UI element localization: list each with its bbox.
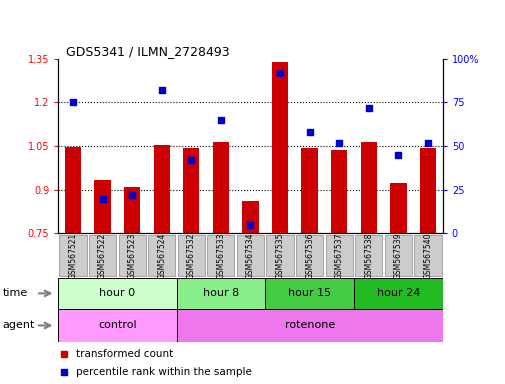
- Text: GSM567535: GSM567535: [275, 232, 284, 279]
- Bar: [212, 142, 229, 233]
- FancyBboxPatch shape: [354, 278, 442, 309]
- Bar: [154, 145, 170, 233]
- Text: transformed count: transformed count: [76, 349, 173, 359]
- Bar: [183, 148, 199, 233]
- Bar: [419, 148, 435, 233]
- Text: percentile rank within the sample: percentile rank within the sample: [76, 367, 251, 377]
- Text: GSM567539: GSM567539: [393, 232, 402, 279]
- Text: hour 8: hour 8: [203, 288, 238, 298]
- Point: [275, 70, 283, 76]
- FancyBboxPatch shape: [176, 309, 442, 342]
- FancyBboxPatch shape: [176, 278, 265, 309]
- Text: GSM567523: GSM567523: [127, 232, 136, 279]
- Point: [334, 139, 342, 146]
- Point: [246, 222, 254, 228]
- Text: hour 24: hour 24: [376, 288, 419, 298]
- Text: rotenone: rotenone: [284, 320, 334, 331]
- Point: [158, 87, 166, 93]
- Point: [364, 104, 372, 111]
- Text: agent: agent: [3, 320, 35, 331]
- Point: [393, 152, 401, 158]
- Text: GSM567524: GSM567524: [157, 232, 166, 279]
- FancyBboxPatch shape: [59, 235, 86, 276]
- Point: [128, 192, 136, 198]
- FancyBboxPatch shape: [236, 235, 264, 276]
- Text: GSM567538: GSM567538: [364, 232, 373, 279]
- Bar: [301, 148, 317, 233]
- Point: [98, 195, 107, 202]
- Text: GSM567533: GSM567533: [216, 232, 225, 279]
- Bar: [65, 147, 81, 233]
- Bar: [330, 150, 346, 233]
- Point: [305, 129, 313, 135]
- FancyBboxPatch shape: [118, 235, 145, 276]
- Text: time: time: [3, 288, 28, 298]
- Text: control: control: [98, 320, 136, 331]
- Bar: [360, 142, 376, 233]
- Text: GSM567536: GSM567536: [305, 232, 314, 279]
- FancyBboxPatch shape: [265, 278, 354, 309]
- Point: [60, 369, 68, 375]
- FancyBboxPatch shape: [148, 235, 175, 276]
- FancyBboxPatch shape: [58, 278, 176, 309]
- Text: GSM567537: GSM567537: [334, 232, 343, 279]
- FancyBboxPatch shape: [58, 309, 176, 342]
- FancyBboxPatch shape: [295, 235, 323, 276]
- Text: GSM567532: GSM567532: [186, 232, 195, 279]
- Text: hour 0: hour 0: [99, 288, 135, 298]
- Bar: [94, 180, 111, 233]
- Point: [60, 351, 68, 357]
- Text: GSM567521: GSM567521: [68, 232, 77, 279]
- FancyBboxPatch shape: [325, 235, 352, 276]
- FancyBboxPatch shape: [89, 235, 116, 276]
- FancyBboxPatch shape: [266, 235, 293, 276]
- Text: GSM567522: GSM567522: [98, 232, 107, 279]
- Bar: [242, 200, 258, 233]
- Point: [217, 117, 225, 123]
- Text: GSM567534: GSM567534: [245, 232, 255, 279]
- Text: GSM567540: GSM567540: [423, 232, 432, 279]
- Text: hour 15: hour 15: [287, 288, 331, 298]
- Point: [423, 139, 431, 146]
- Text: GDS5341 / ILMN_2728493: GDS5341 / ILMN_2728493: [66, 45, 229, 58]
- FancyBboxPatch shape: [384, 235, 411, 276]
- Bar: [271, 62, 288, 233]
- Point: [69, 99, 77, 106]
- Bar: [124, 187, 140, 233]
- FancyBboxPatch shape: [414, 235, 441, 276]
- FancyBboxPatch shape: [207, 235, 234, 276]
- Bar: [389, 182, 406, 233]
- Point: [187, 157, 195, 163]
- FancyBboxPatch shape: [177, 235, 205, 276]
- FancyBboxPatch shape: [355, 235, 382, 276]
